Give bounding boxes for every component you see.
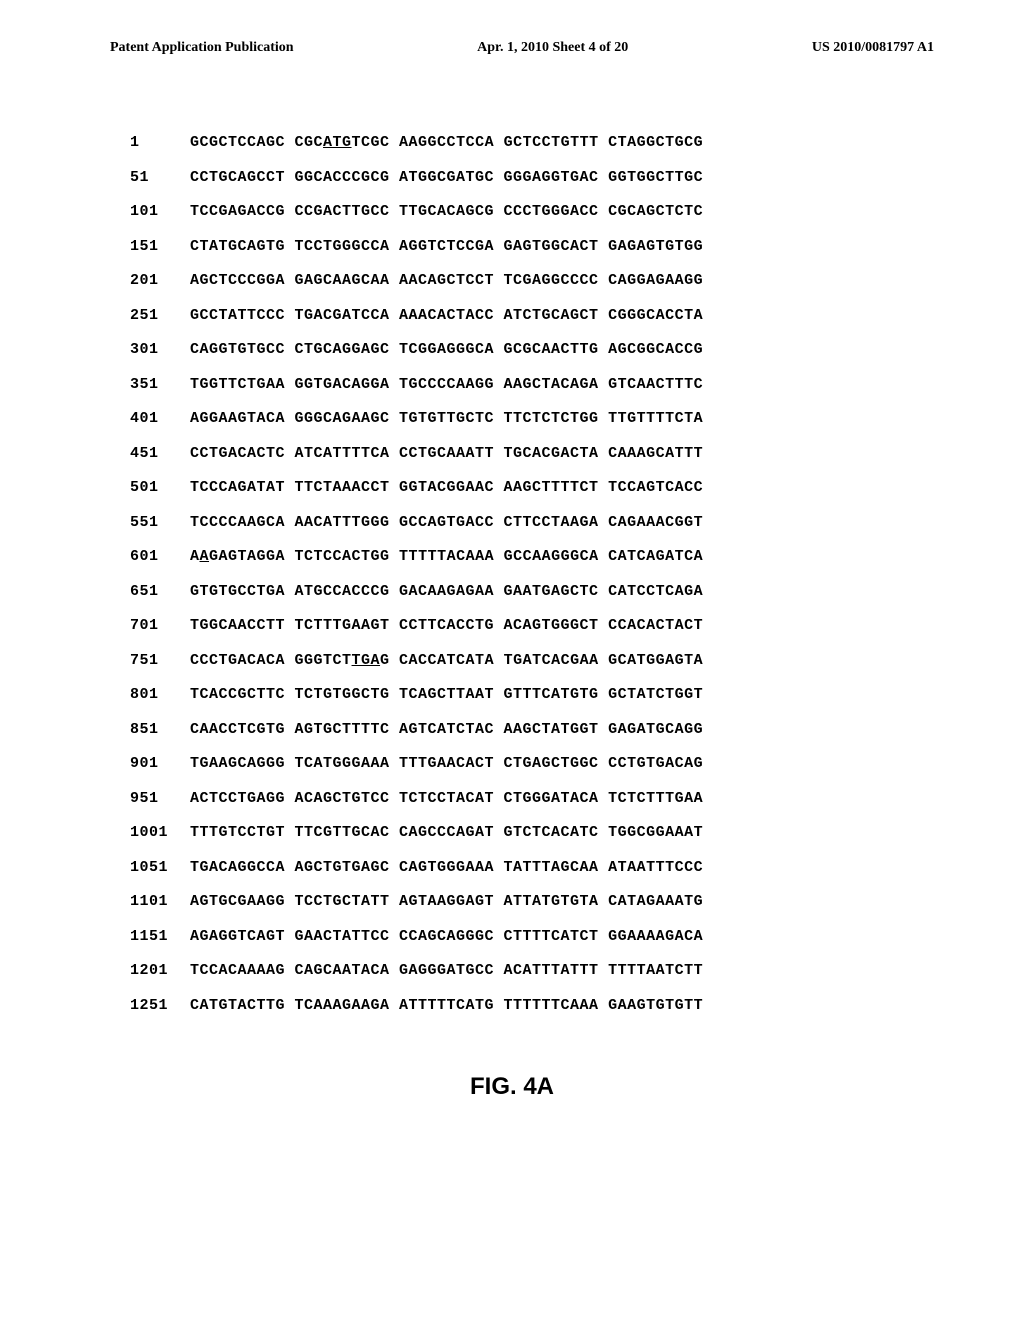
sequence-row: 551TCCCCAAGCA AACATTTGGG GCCAGTGACC CTTC… xyxy=(130,506,934,541)
sequence-position: 301 xyxy=(130,333,190,368)
sequence-blocks: TCCACAAAAG CAGCAATACA GAGGGATGCC ACATTTA… xyxy=(190,962,703,979)
header-patent-number: US 2010/0081797 A1 xyxy=(812,40,934,56)
sequence-row: 1151AGAGGTCAGT GAACTATTCC CCAGCAGGGC CTT… xyxy=(130,920,934,955)
sequence-row: 751CCCTGACACA GGGTCTTGAG CACCATCATA TGAT… xyxy=(130,644,934,679)
sequence-position: 51 xyxy=(130,161,190,196)
sequence-row: 51CCTGCAGCCT GGCACCCGCG ATGGCGATGC GGGAG… xyxy=(130,161,934,196)
sequence-position: 401 xyxy=(130,402,190,437)
sequence-row: 351TGGTTCTGAA GGTGACAGGA TGCCCCAAGG AAGC… xyxy=(130,368,934,403)
sequence-row: 301CAGGTGTGCC CTGCAGGAGC TCGGAGGGCA GCGC… xyxy=(130,333,934,368)
sequence-blocks: GCGCTCCAGC CGCATGTCGC AAGGCCTCCA GCTCCTG… xyxy=(190,134,703,151)
sequence-row: 801TCACCGCTTC TCTGTGGCTG TCAGCTTAAT GTTT… xyxy=(130,678,934,713)
sequence-position: 501 xyxy=(130,471,190,506)
sequence-blocks: CCCTGACACA GGGTCTTGAG CACCATCATA TGATCAC… xyxy=(190,652,703,669)
sequence-blocks: TCACCGCTTC TCTGTGGCTG TCAGCTTAAT GTTTCAT… xyxy=(190,686,703,703)
sequence-blocks: GCCTATTCCC TGACGATCCA AAACACTACC ATCTGCA… xyxy=(190,307,703,324)
sequence-row: 1051TGACAGGCCA AGCTGTGAGC CAGTGGGAAA TAT… xyxy=(130,851,934,886)
sequence-row: 151CTATGCAGTG TCCTGGGCCA AGGTCTCCGA GAGT… xyxy=(130,230,934,265)
sequence-row: 1201TCCACAAAAG CAGCAATACA GAGGGATGCC ACA… xyxy=(130,954,934,989)
sequence-row: 1101AGTGCGAAGG TCCTGCTATT AGTAAGGAGT ATT… xyxy=(130,885,934,920)
figure-label: FIG. 4A xyxy=(0,1073,1024,1101)
sequence-row: 701TGGCAACCTT TCTTTGAAGT CCTTCACCTG ACAG… xyxy=(130,609,934,644)
sequence-blocks: AGGAAGTACA GGGCAGAAGC TGTGTTGCTC TTCTCTC… xyxy=(190,410,703,427)
sequence-position: 1251 xyxy=(130,989,190,1024)
sequence-blocks: ACTCCTGAGG ACAGCTGTCC TCTCCTACAT CTGGGAT… xyxy=(190,790,703,807)
sequence-position: 151 xyxy=(130,230,190,265)
header-publication: Patent Application Publication xyxy=(110,40,294,56)
sequence-blocks: TCCGAGACCG CCGACTTGCC TTGCACAGCG CCCTGGG… xyxy=(190,203,703,220)
sequence-row: 851CAACCTCGTG AGTGCTTTTC AGTCATCTAC AAGC… xyxy=(130,713,934,748)
sequence-blocks: AGCTCCCGGA GAGCAAGCAA AACAGCTCCT TCGAGGC… xyxy=(190,272,703,289)
sequence-blocks: TCCCCAAGCA AACATTTGGG GCCAGTGACC CTTCCTA… xyxy=(190,514,703,531)
header-date-sheet: Apr. 1, 2010 Sheet 4 of 20 xyxy=(477,40,628,56)
sequence-blocks: TGACAGGCCA AGCTGTGAGC CAGTGGGAAA TATTTAG… xyxy=(190,859,703,876)
sequence-row: 601AAGAGTAGGA TCTCCACTGG TTTTTACAAA GCCA… xyxy=(130,540,934,575)
sequence-blocks: TGGTTCTGAA GGTGACAGGA TGCCCCAAGG AAGCTAC… xyxy=(190,376,703,393)
sequence-row: 901TGAAGCAGGG TCATGGGAAA TTTGAACACT CTGA… xyxy=(130,747,934,782)
sequence-blocks: GTGTGCCTGA ATGCCACCCG GACAAGAGAA GAATGAG… xyxy=(190,583,703,600)
sequence-position: 801 xyxy=(130,678,190,713)
sequence-row: 101TCCGAGACCG CCGACTTGCC TTGCACAGCG CCCT… xyxy=(130,195,934,230)
sequence-blocks: CAACCTCGTG AGTGCTTTTC AGTCATCTAC AAGCTAT… xyxy=(190,721,703,738)
sequence-row: 1251CATGTACTTG TCAAAGAAGA ATTTTTCATG TTT… xyxy=(130,989,934,1024)
sequence-blocks: CCTGCAGCCT GGCACCCGCG ATGGCGATGC GGGAGGT… xyxy=(190,169,703,186)
sequence-position: 1201 xyxy=(130,954,190,989)
sequence-position: 1101 xyxy=(130,885,190,920)
sequence-row: 501TCCCAGATAT TTCTAAACCT GGTACGGAAC AAGC… xyxy=(130,471,934,506)
sequence-row: 1GCGCTCCAGC CGCATGTCGC AAGGCCTCCA GCTCCT… xyxy=(130,126,934,161)
sequence-row: 651GTGTGCCTGA ATGCCACCCG GACAAGAGAA GAAT… xyxy=(130,575,934,610)
sequence-position: 101 xyxy=(130,195,190,230)
sequence-position: 651 xyxy=(130,575,190,610)
sequence-row: 201AGCTCCCGGA GAGCAAGCAA AACAGCTCCT TCGA… xyxy=(130,264,934,299)
sequence-row: 251GCCTATTCCC TGACGATCCA AAACACTACC ATCT… xyxy=(130,299,934,334)
sequence-blocks: TGGCAACCTT TCTTTGAAGT CCTTCACCTG ACAGTGG… xyxy=(190,617,703,634)
sequence-position: 351 xyxy=(130,368,190,403)
sequence-blocks: TGAAGCAGGG TCATGGGAAA TTTGAACACT CTGAGCT… xyxy=(190,755,703,772)
sequence-listing: 1GCGCTCCAGC CGCATGTCGC AAGGCCTCCA GCTCCT… xyxy=(0,66,1024,1043)
sequence-blocks: AAGAGTAGGA TCTCCACTGG TTTTTACAAA GCCAAGG… xyxy=(190,548,703,565)
sequence-position: 1151 xyxy=(130,920,190,955)
sequence-position: 901 xyxy=(130,747,190,782)
sequence-position: 451 xyxy=(130,437,190,472)
sequence-blocks: AGTGCGAAGG TCCTGCTATT AGTAAGGAGT ATTATGT… xyxy=(190,893,703,910)
sequence-position: 751 xyxy=(130,644,190,679)
sequence-position: 601 xyxy=(130,540,190,575)
sequence-position: 201 xyxy=(130,264,190,299)
sequence-position: 1001 xyxy=(130,816,190,851)
sequence-position: 951 xyxy=(130,782,190,817)
sequence-position: 851 xyxy=(130,713,190,748)
sequence-position: 701 xyxy=(130,609,190,644)
sequence-blocks: CATGTACTTG TCAAAGAAGA ATTTTTCATG TTTTTTC… xyxy=(190,997,703,1014)
sequence-row: 1001TTTGTCCTGT TTCGTTGCAC CAGCCCAGAT GTC… xyxy=(130,816,934,851)
sequence-blocks: CTATGCAGTG TCCTGGGCCA AGGTCTCCGA GAGTGGC… xyxy=(190,238,703,255)
sequence-blocks: TTTGTCCTGT TTCGTTGCAC CAGCCCAGAT GTCTCAC… xyxy=(190,824,703,841)
sequence-blocks: AGAGGTCAGT GAACTATTCC CCAGCAGGGC CTTTTCA… xyxy=(190,928,703,945)
sequence-position: 251 xyxy=(130,299,190,334)
sequence-blocks: CCTGACACTC ATCATTTTCA CCTGCAAATT TGCACGA… xyxy=(190,445,703,462)
sequence-row: 951ACTCCTGAGG ACAGCTGTCC TCTCCTACAT CTGG… xyxy=(130,782,934,817)
sequence-row: 451CCTGACACTC ATCATTTTCA CCTGCAAATT TGCA… xyxy=(130,437,934,472)
sequence-position: 551 xyxy=(130,506,190,541)
sequence-blocks: TCCCAGATAT TTCTAAACCT GGTACGGAAC AAGCTTT… xyxy=(190,479,703,496)
sequence-position: 1 xyxy=(130,126,190,161)
sequence-position: 1051 xyxy=(130,851,190,886)
sequence-blocks: CAGGTGTGCC CTGCAGGAGC TCGGAGGGCA GCGCAAC… xyxy=(190,341,703,358)
sequence-row: 401AGGAAGTACA GGGCAGAAGC TGTGTTGCTC TTCT… xyxy=(130,402,934,437)
